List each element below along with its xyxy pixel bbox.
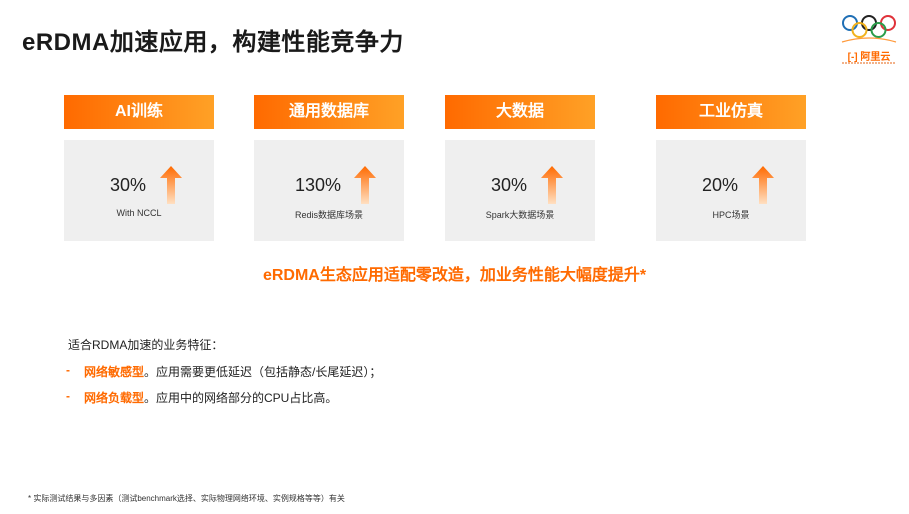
feature-keyword: 网络敏感型 — [84, 365, 145, 379]
performance-value: 130% — [294, 175, 342, 195]
card-header: 工业仿真 — [656, 95, 806, 129]
feature-keyword: 网络负载型 — [84, 391, 145, 405]
scenario-label: With NCCL — [116, 208, 162, 218]
slogan: eRDMA生态应用适配零改造，加业务性能大幅度提升* — [262, 267, 647, 284]
card-header: AI训练 — [64, 95, 214, 129]
up-arrow-icon — [354, 166, 376, 204]
card-general-database: 通用数据库 130% Redis数据库场景 — [254, 95, 404, 241]
up-arrow-icon — [160, 166, 182, 204]
up-arrow-icon — [541, 166, 563, 204]
page-title: eRDMA加速应用，构建性能竞争力 — [22, 29, 404, 56]
performance-value: 30% — [490, 175, 528, 195]
card-industrial-simulation: 工业仿真 20% HPC场景 — [656, 95, 806, 241]
list-dash: - — [66, 363, 70, 377]
performance-value: 30% — [109, 175, 147, 195]
feature-heading: 适合RDMA加速的业务特征： — [68, 338, 224, 352]
card-header: 通用数据库 — [254, 95, 404, 129]
list-dash: - — [66, 389, 70, 403]
card-body: 30% With NCCL — [64, 140, 214, 241]
list-item: - 网络负载型。应用中的网络部分的CPU占比高。 — [66, 389, 381, 406]
card-big-data: 大数据 30% Spark大数据场景 — [445, 95, 595, 241]
card-body: 20% HPC场景 — [656, 140, 806, 241]
card-ai-training: AI训练 30% With NCCL — [64, 95, 214, 241]
feature-list: 适合RDMA加速的业务特征： - 网络敏感型。应用需要更低延迟（包括静态/长尾延… — [66, 336, 382, 415]
footnote: * 实际测试结果与多因素（测试benchmark选择、实际物理网络环境、实例规格… — [28, 494, 345, 503]
alibaba-cloud-bracket-icon: [-] — [847, 52, 858, 63]
list-item: - 网络敏感型。应用需要更低延迟（包括静态/长尾延迟）； — [66, 363, 382, 380]
scenario-label: HPC场景 — [712, 210, 750, 220]
logo-tagline-decoration — [842, 62, 896, 64]
feature-text: 。应用中的网络部分的CPU占比高。 — [144, 391, 338, 405]
card-header: 大数据 — [445, 95, 595, 129]
performance-value: 20% — [701, 175, 739, 195]
olympic-alibaba-cloud-logo: [-] 阿里云 — [836, 10, 902, 72]
card-body: 130% Redis数据库场景 — [254, 140, 404, 241]
card-body: 30% Spark大数据场景 — [445, 140, 595, 241]
brand-name: [-] 阿里云 — [847, 52, 891, 63]
scenario-label: Redis数据库场景 — [294, 210, 363, 220]
up-arrow-icon — [752, 166, 774, 204]
olympic-rings-icon — [841, 15, 897, 43]
scenario-label: Spark大数据场景 — [485, 210, 555, 220]
feature-text: 。应用需要更低延迟（包括静态/长尾延迟）； — [144, 365, 382, 379]
